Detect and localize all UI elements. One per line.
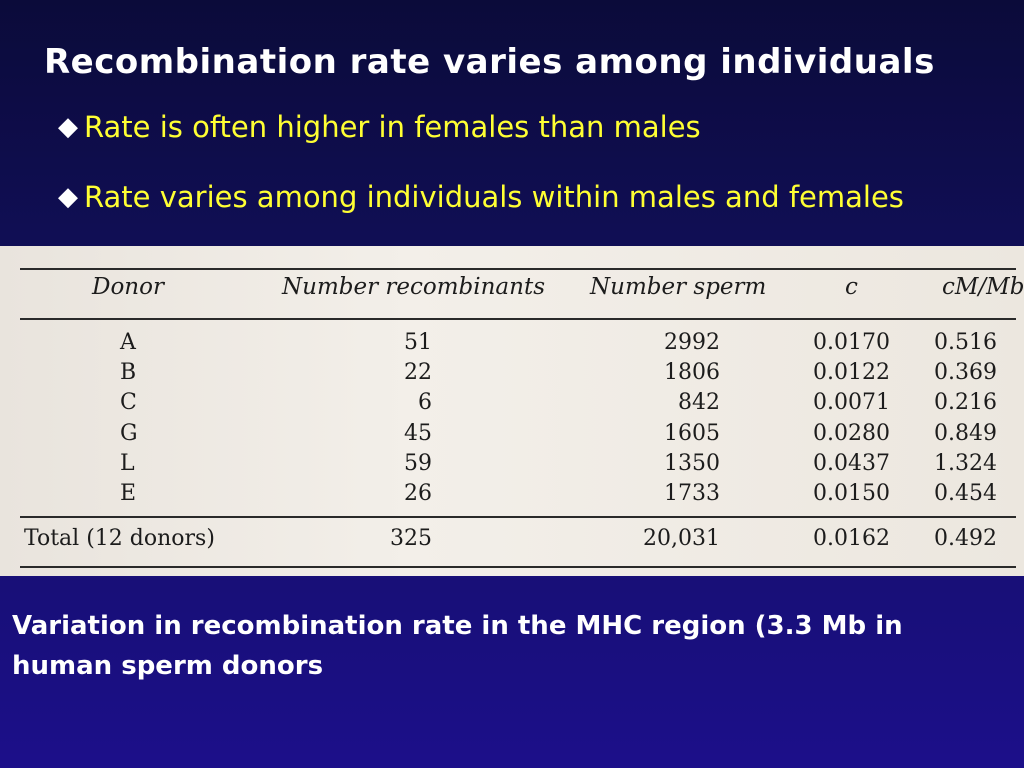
table-cell-donor: C	[120, 390, 137, 415]
table-cell-sperm: 1806	[664, 360, 720, 385]
table-rule	[20, 268, 1016, 270]
table-rule	[20, 516, 1016, 518]
table-cell-donor: E	[120, 481, 137, 506]
table-cell-recombinants: 22	[404, 360, 432, 385]
table-cell-donor: A	[120, 330, 136, 355]
table-cell-sperm: 842	[678, 390, 720, 415]
column-header-c: c	[845, 274, 858, 300]
table-cell-donor: G	[120, 421, 138, 446]
table-cell-sperm: 1605	[664, 421, 720, 446]
column-header-sperm: Number sperm	[590, 274, 767, 300]
table-rule	[20, 566, 1016, 568]
table-total-sperm: 20,031	[643, 526, 720, 551]
table-cell-sperm: 1733	[664, 481, 720, 506]
table-cell-recombinants: 45	[404, 421, 432, 446]
table-cell-cm-per-mb: 1.324	[934, 451, 997, 476]
slide-caption: Variation in recombination rate in the M…	[12, 611, 903, 681]
bullet-text: Rate varies among individuals within mal…	[84, 180, 904, 214]
table-cell-sperm: 2992	[664, 330, 720, 355]
table-cell-cm-per-mb: 0.216	[934, 390, 997, 415]
column-header-cm-per-mb: cM/Mb	[942, 274, 1024, 300]
table-total-c: 0.0162	[813, 526, 890, 551]
bullet-item: ◆ Rate is often higher in females than m…	[58, 110, 701, 144]
bullet-text: Rate is often higher in females than mal…	[84, 110, 701, 144]
table-cell-donor: B	[120, 360, 137, 385]
table-cell-sperm: 1350	[664, 451, 720, 476]
bullet-item: ◆ Rate varies among individuals within m…	[58, 180, 904, 214]
table-total-label: Total (12 donors)	[24, 526, 215, 551]
table-rule	[20, 318, 1016, 320]
table-cell-recombinants: 51	[404, 330, 432, 355]
diamond-bullet-icon: ◆	[58, 182, 78, 212]
table-cell-c: 0.0437	[813, 451, 890, 476]
table-cell-donor: L	[120, 451, 135, 476]
table-cell-recombinants: 26	[404, 481, 432, 506]
table-cell-c: 0.0071	[813, 390, 890, 415]
scanned-table-image: Donor Number recombinants Number sperm c…	[0, 246, 1024, 576]
table-cell-cm-per-mb: 0.454	[934, 481, 997, 506]
table-cell-c: 0.0122	[813, 360, 890, 385]
table-cell-cm-per-mb: 0.369	[934, 360, 997, 385]
table-cell-c: 0.0280	[813, 421, 890, 446]
table-cell-recombinants: 6	[418, 390, 432, 415]
diamond-bullet-icon: ◆	[58, 112, 78, 142]
table-cell-cm-per-mb: 0.516	[934, 330, 997, 355]
table-cell-cm-per-mb: 0.849	[934, 421, 997, 446]
table-total-recombinants: 325	[390, 526, 432, 551]
table-cell-c: 0.0170	[813, 330, 890, 355]
column-header-donor: Donor	[92, 274, 164, 300]
table-cell-recombinants: 59	[404, 451, 432, 476]
slide-title: Recombination rate varies among individu…	[44, 42, 935, 82]
column-header-recombinants: Number recombinants	[282, 274, 545, 300]
table-cell-c: 0.0150	[813, 481, 890, 506]
table-total-cm-per-mb: 0.492	[934, 526, 997, 551]
